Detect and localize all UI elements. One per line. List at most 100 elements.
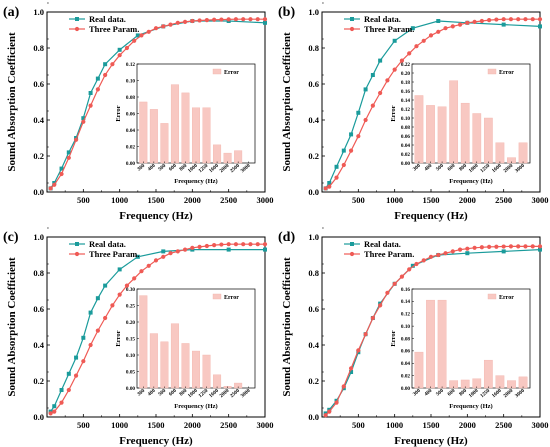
data-point (538, 24, 542, 29)
inset-y-axis-title: Error (115, 105, 122, 121)
data-point (263, 247, 267, 252)
x-tick-label: 1000 (111, 420, 128, 430)
data-point (537, 17, 543, 22)
data-point (370, 315, 375, 321)
y-tick-label: 0.0 (308, 187, 319, 197)
inset-y-tick-label: 0.05 (126, 369, 135, 375)
inset-y-tick-label: 0.06 (401, 134, 410, 140)
data-point (81, 116, 86, 121)
x-tick-label: 3000 (257, 195, 274, 205)
x-tick-label: 2000 (184, 195, 201, 205)
legend-label: Real data. (364, 14, 401, 24)
y-tick-label: 0.4 (33, 115, 44, 125)
panel-letter: (b) (278, 5, 295, 20)
error-bar (170, 84, 179, 164)
inset-y-tick-label: 0.08 (401, 125, 410, 131)
data-point (95, 87, 100, 92)
data-point (81, 359, 86, 364)
error-bar (149, 333, 158, 389)
inset-x-tick-label: 1000 (187, 388, 199, 400)
panel-letter: (d) (278, 230, 295, 245)
data-point (487, 18, 492, 23)
data-point (135, 254, 140, 259)
data-point (161, 24, 166, 29)
data-point (182, 19, 188, 24)
data-point (399, 274, 405, 279)
y-tick-label: 0.2 (308, 151, 319, 161)
error-bar (495, 375, 505, 389)
inset-y-axis-title: Error (390, 330, 397, 346)
y-tick-label: 0.8 (308, 268, 319, 278)
x-tick-label: 1500 (148, 420, 165, 430)
data-point (124, 45, 130, 51)
legend-label: Real data. (89, 239, 126, 249)
legend-marker (350, 242, 354, 246)
data-point (132, 38, 137, 43)
legend-marker (349, 251, 355, 257)
error-bar (170, 323, 179, 389)
inset-y-tick-label: 0.16 (401, 89, 410, 95)
data-point (407, 51, 412, 56)
data-point (219, 17, 224, 22)
y-tick-label: 0.4 (308, 340, 319, 350)
data-point (538, 247, 542, 252)
error-bar (181, 343, 190, 389)
inset-x-tick-label: 2000 (502, 163, 514, 175)
data-point (52, 182, 57, 187)
data-point (356, 348, 361, 353)
data-point (356, 110, 361, 115)
x-tick-label: 1500 (423, 195, 440, 205)
inset-y-tick-label: 0.00 (401, 161, 410, 167)
y-tick-label: 1.0 (308, 232, 319, 242)
data-point (501, 249, 506, 254)
data-point (110, 62, 115, 67)
data-point (378, 303, 383, 308)
x-tick-label: 2500 (495, 195, 512, 205)
error-bar (139, 295, 148, 389)
inset-chart: 0.00 0.02 0.04 0.06 0.08 0.10 0.12 0.14 0.16 0.18… (390, 62, 531, 185)
data-point (103, 72, 108, 78)
data-point (443, 26, 448, 31)
y-tick-label: 0.2 (308, 376, 319, 386)
data-point (233, 17, 239, 22)
error-bar (139, 101, 148, 164)
y-axis-title: Sound Absorption Coefficient (281, 32, 293, 172)
data-point (530, 17, 535, 22)
y-tick-label: 0.2 (33, 151, 44, 161)
inset-y-tick-label: 0.00 (401, 386, 410, 392)
inset-y-tick-label: 0.00 (126, 386, 135, 392)
x-tick-label: 2500 (495, 420, 512, 430)
inset-x-tick-label: 1250 (479, 163, 491, 175)
inset-x-tick-label: 300 (412, 163, 422, 173)
data-point (465, 251, 470, 256)
error-bar (460, 102, 470, 164)
data-point (248, 242, 253, 247)
legend-marker (74, 251, 80, 257)
error-bar (192, 350, 200, 389)
data-point (161, 254, 166, 259)
data-point (95, 328, 100, 333)
y-tick-label: 0.4 (308, 115, 319, 125)
data-point (117, 53, 122, 58)
x-tick-label: 3000 (257, 420, 274, 430)
data-point (59, 166, 64, 171)
legend-marker (74, 26, 80, 32)
inset-x-tick-label: 3000 (514, 163, 526, 175)
data-point (117, 267, 122, 272)
inset-x-tick-label: 400 (147, 163, 157, 173)
inset-x-tick-label: 800 (458, 388, 468, 398)
inset-y-tick-label: 0.06 (401, 349, 410, 355)
inset-legend-label: Error (224, 295, 239, 301)
inset-y-tick-label: 0.20 (126, 320, 135, 326)
inset-y-tick-label: 0.22 (401, 62, 410, 68)
data-point (161, 249, 166, 254)
inset-x-tick-label: 1250 (198, 163, 210, 175)
error-bar (181, 92, 190, 164)
data-point (124, 283, 130, 288)
data-point (81, 335, 86, 340)
inset-x-tick-label: 1000 (468, 163, 480, 175)
data-point (385, 78, 390, 83)
data-point (323, 413, 328, 418)
inset-y-tick-label: 0.30 (126, 287, 135, 293)
legend-label: Real data. (89, 14, 126, 24)
